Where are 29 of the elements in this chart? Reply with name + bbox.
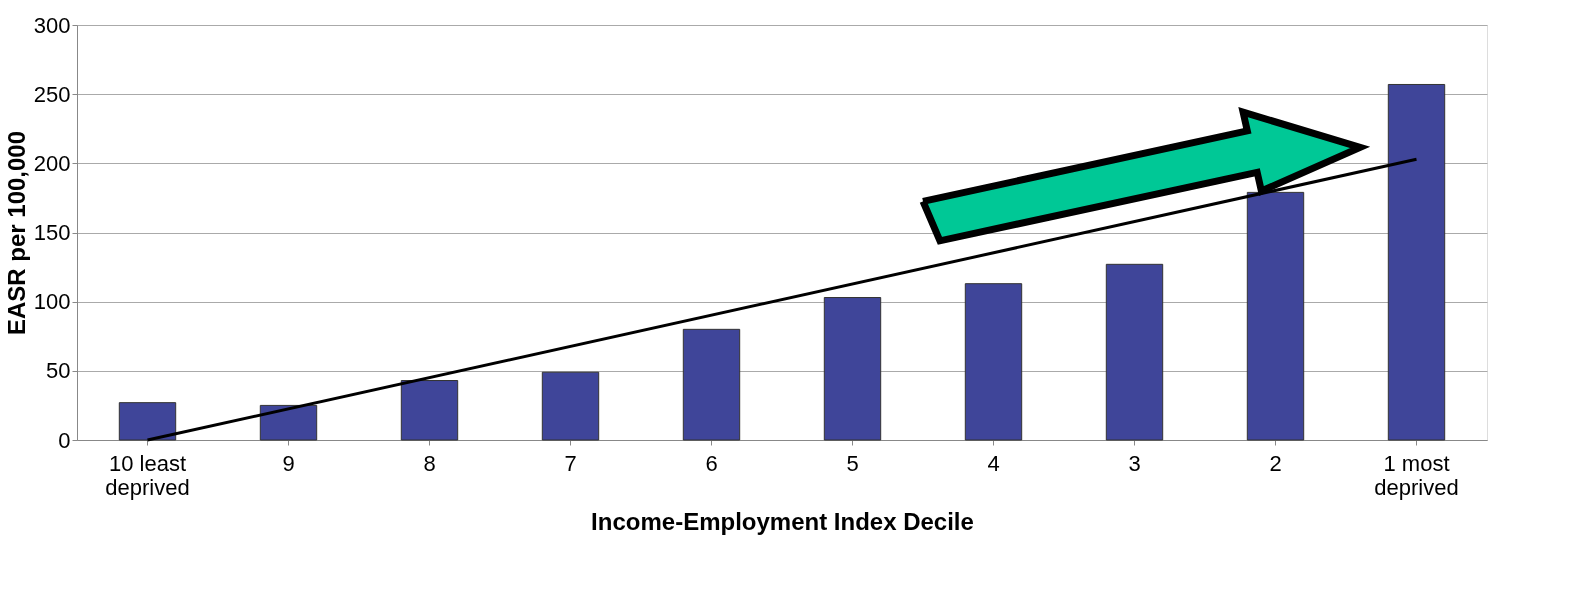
y-tick-label: 0 xyxy=(58,427,71,453)
x-tick-label: 4 xyxy=(987,450,1000,476)
x-tick-label: 7 xyxy=(564,450,577,476)
x-tick-label: 3 xyxy=(1128,450,1141,476)
x-axis-title: Income-Employment Index Decile xyxy=(591,507,974,535)
x-tick-label: 8 xyxy=(423,450,436,476)
y-tick-label: 200 xyxy=(33,150,71,176)
bar xyxy=(682,328,741,441)
x-tick-label: 2 xyxy=(1269,450,1282,476)
bar xyxy=(259,404,318,441)
y-tick-label: 300 xyxy=(33,12,71,38)
x-tick-label: 9 xyxy=(282,450,295,476)
bar xyxy=(1387,83,1446,441)
bar xyxy=(118,402,177,441)
y-tick-label: 100 xyxy=(33,289,71,315)
bar xyxy=(823,297,882,441)
y-tick-label: 150 xyxy=(33,220,71,245)
x-tick-label: 6 xyxy=(705,450,718,476)
bar xyxy=(541,371,600,441)
x-tick-label: 10 least deprived xyxy=(105,450,190,500)
bar xyxy=(1105,263,1164,441)
bar xyxy=(1246,191,1305,441)
bar xyxy=(964,283,1023,441)
x-tick-label: 5 xyxy=(846,450,859,476)
bar xyxy=(400,380,459,441)
y-tick-label: 50 xyxy=(46,358,71,384)
x-tick-label: 1 most deprived xyxy=(1374,450,1459,500)
y-axis-title: EASR per 100,000 xyxy=(2,130,30,336)
y-tick-label: 250 xyxy=(33,81,71,107)
